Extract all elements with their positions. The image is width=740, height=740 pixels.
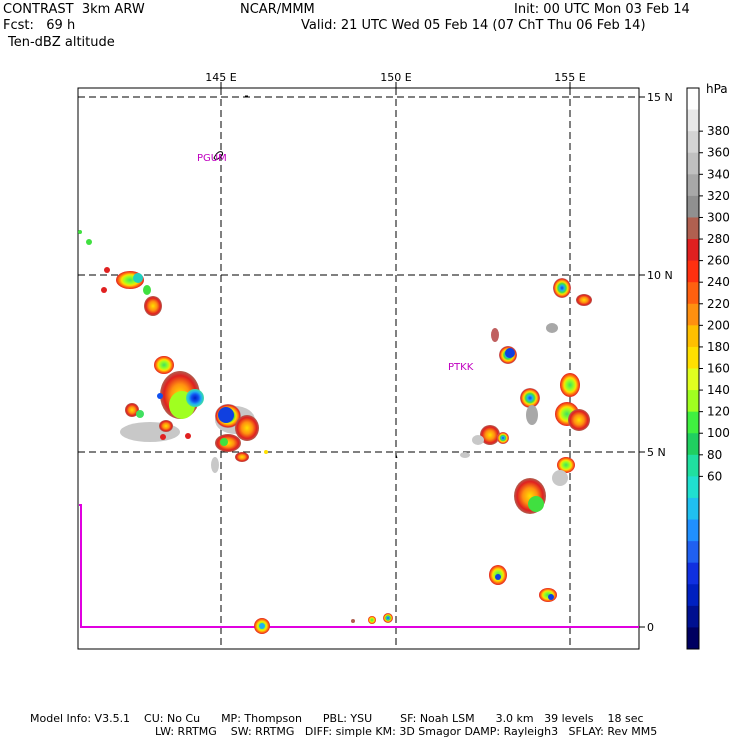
colorbar-swatch	[687, 152, 699, 175]
colorbar-swatch	[687, 368, 699, 391]
colorbar-swatch	[687, 217, 699, 240]
colorbar-tick-label: 120	[707, 405, 730, 419]
colorbar-tick-label: 340	[707, 167, 730, 181]
colorbar-tick-label: 100	[707, 426, 730, 440]
colorbar-swatch	[687, 433, 699, 456]
lat-lon-grid	[78, 88, 639, 649]
colorbar-swatch	[687, 325, 699, 348]
footer-model-info: Model Info: V3.5.1 CU: No Cu MP: Thompso…	[30, 712, 644, 725]
colorbar-swatch	[687, 519, 699, 542]
model-title: CONTRAST 3km ARW	[3, 2, 145, 17]
island-mark-2	[395, 454, 398, 459]
colorbar-swatch	[687, 303, 699, 326]
colorbar-tick-label: 140	[707, 383, 730, 397]
colorbar-tick-label: 380	[707, 124, 730, 138]
colorbar-swatch	[687, 497, 699, 521]
footer-physics-info: LW: RRTMG SW: RRTMG DIFF: simple KM: 3D …	[155, 725, 658, 738]
lon-label-150: 150 E	[380, 71, 411, 84]
colorbar-tick-label: 180	[707, 340, 730, 354]
lat-label-15n: 15 N	[647, 91, 673, 104]
colorbar-swatch	[687, 605, 699, 628]
lon-label-155: 155 E	[554, 71, 585, 84]
colorbar	[686, 87, 700, 650]
storm-cells-west	[78, 230, 393, 634]
colorbar-tick-label: 280	[707, 232, 730, 246]
domain-boundary	[79, 504, 639, 628]
lat-label-10n: 10 N	[647, 269, 673, 282]
station-pgum: PGUM	[197, 153, 227, 164]
axis-ticks	[220, 82, 645, 628]
colorbar-swatch	[687, 476, 699, 499]
init-time: Init: 00 UTC Mon 03 Feb 14	[514, 2, 690, 17]
storm-cells-east	[460, 278, 592, 602]
colorbar-swatch	[687, 346, 699, 369]
colorbar-swatch	[687, 239, 699, 262]
colorbar-tick-label: 60	[707, 469, 722, 483]
colorbar-swatch	[687, 584, 699, 607]
forecast-hour: Fcst: 69 h	[3, 18, 76, 33]
colorbar-swatch	[687, 541, 699, 564]
colorbar-tick-label: 200	[707, 318, 730, 332]
lon-label-145: 145 E	[205, 71, 236, 84]
colorbar-tick-label: 300	[707, 210, 730, 224]
guam-coastline	[213, 151, 224, 160]
colorbar-swatch	[687, 88, 699, 111]
org-label: NCAR/MMM	[240, 2, 315, 17]
colorbar-swatch	[687, 131, 699, 154]
lat-label-5n: 5 N	[647, 446, 666, 459]
colorbar-unit: hPa	[706, 82, 728, 96]
colorbar-swatch	[687, 390, 699, 413]
colorbar-swatch	[687, 454, 699, 477]
colorbar-swatch	[687, 562, 699, 585]
colorbar-swatch	[687, 260, 699, 283]
colorbar-ticks: 380 360 340 320 300 280 260 240 220 200 180 160 140 1…	[699, 124, 730, 483]
colorbar-swatch	[687, 627, 699, 650]
colorbar-tick-label: 240	[707, 275, 730, 289]
field-name: Ten-dBZ altitude	[8, 35, 115, 50]
colorbar-swatch	[687, 195, 699, 218]
colorbar-tick-label: 320	[707, 189, 730, 203]
colorbar-tick-label: 260	[707, 254, 730, 268]
colorbar-swatch	[687, 282, 699, 305]
colorbar-tick-label: 80	[707, 448, 722, 462]
lat-label-0: 0	[647, 621, 654, 634]
colorbar-swatch	[687, 411, 699, 434]
colorbar-swatch	[687, 174, 699, 197]
colorbar-tick-label: 160	[707, 362, 730, 376]
valid-time: Valid: 21 UTC Wed 05 Feb 14 (07 ChT Thu …	[301, 18, 646, 33]
colorbar-tick-label: 220	[707, 297, 730, 311]
colorbar-swatch	[687, 109, 699, 132]
station-ptkk: PTKK	[448, 362, 474, 373]
colorbar-tick-label: 360	[707, 146, 730, 160]
